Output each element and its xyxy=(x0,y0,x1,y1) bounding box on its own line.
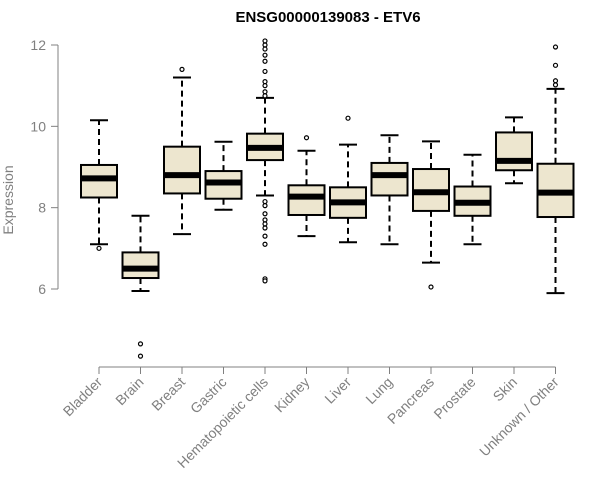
outlier-point xyxy=(262,42,268,48)
box-kidney xyxy=(287,135,326,238)
box-series xyxy=(80,38,575,359)
box-bladder xyxy=(80,119,118,251)
outlier-point xyxy=(552,78,559,84)
outlier-point xyxy=(262,58,268,64)
outlier-point xyxy=(552,82,559,88)
outlier-point xyxy=(137,353,144,359)
outlier-point xyxy=(262,93,268,99)
box-prostate xyxy=(453,153,492,246)
box-lung xyxy=(370,134,409,246)
outlier-point xyxy=(262,278,268,284)
outlier-point xyxy=(262,198,268,205)
box-breast xyxy=(163,66,201,236)
outlier-point xyxy=(262,211,268,217)
outlier-point xyxy=(262,221,268,227)
x-tick-label: Prostate xyxy=(430,374,478,422)
outlier-point xyxy=(262,78,268,85)
box-liver xyxy=(329,115,367,244)
x-tick-label: Bladder xyxy=(60,374,106,420)
outlier-point xyxy=(262,83,268,89)
box-pancreas xyxy=(412,140,450,290)
x-tick-label: Lung xyxy=(362,374,395,407)
box-skin xyxy=(495,116,533,185)
y-tick-label-8: 8 xyxy=(38,200,46,216)
outlier-point xyxy=(552,44,559,50)
outlier-point xyxy=(262,225,268,231)
box-iqr xyxy=(370,161,409,197)
x-tick-label: Breast xyxy=(148,374,188,414)
box-brain xyxy=(121,214,160,359)
box-iqr xyxy=(287,184,326,216)
box-gastric xyxy=(204,140,243,211)
outlier-point xyxy=(303,135,310,141)
outlier-point xyxy=(137,341,144,347)
outlier-point xyxy=(262,38,268,44)
x-tick-label: Skin xyxy=(490,374,521,405)
y-tick-label-6: 6 xyxy=(38,281,46,297)
x-tick-label: Unknown / Other xyxy=(476,374,562,460)
box-iqr xyxy=(121,251,160,280)
outlier-point xyxy=(262,68,268,75)
box-iqr xyxy=(495,131,533,172)
chart-title: ENSG00000139083 - ETV6 xyxy=(235,9,420,26)
y-tick-label-10: 10 xyxy=(30,118,46,134)
outlier-point xyxy=(262,233,268,239)
outlier-point xyxy=(96,245,102,251)
x-tick-label: Kidney xyxy=(271,374,313,416)
x-tick-label: Brain xyxy=(112,374,146,408)
box-unknown-other xyxy=(536,44,575,295)
y-tick-label-12: 12 xyxy=(30,37,46,53)
outlier-point xyxy=(345,115,351,121)
outlier-point xyxy=(179,66,185,73)
outlier-point xyxy=(262,217,268,223)
box-hematopoietic-cells xyxy=(246,38,284,284)
outlier-point xyxy=(552,62,559,68)
outlier-point xyxy=(262,203,268,209)
outlier-point xyxy=(262,89,268,95)
x-tick-label: Liver xyxy=(321,374,354,407)
outlier-point xyxy=(428,284,434,290)
box-iqr xyxy=(163,145,201,195)
outlier-point xyxy=(262,46,268,52)
y-axis: 6 8 10 12 xyxy=(30,37,59,297)
outlier-point xyxy=(262,52,268,58)
outlier-point xyxy=(262,241,268,247)
y-axis-label: Expression xyxy=(0,165,16,234)
